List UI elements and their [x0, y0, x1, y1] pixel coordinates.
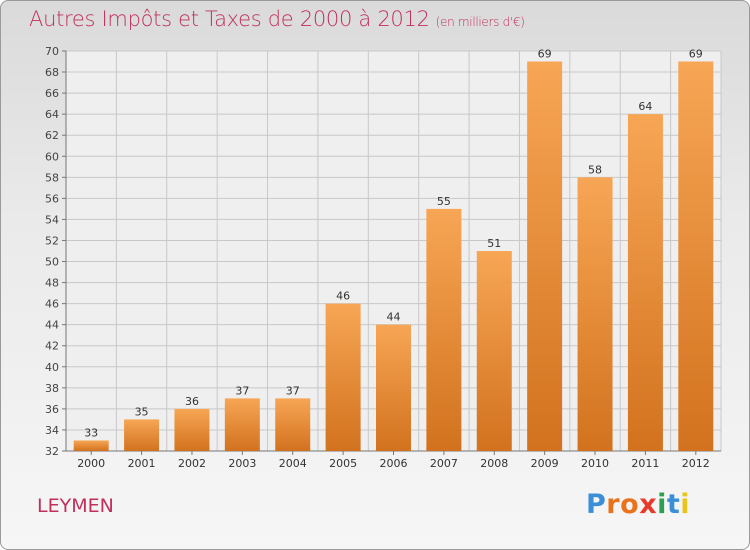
- x-tick-label: 2004: [279, 457, 307, 470]
- y-tick-label: 66: [45, 87, 59, 100]
- chart-title: Autres Impôts et Taxes de 2000 à 2012 (en…: [29, 7, 525, 31]
- y-tick-label: 36: [45, 403, 59, 416]
- x-tick-label: 2011: [631, 457, 659, 470]
- y-tick-label: 34: [45, 424, 59, 437]
- y-tick-label: 50: [45, 256, 59, 269]
- data-label: 35: [135, 405, 149, 418]
- bar: [527, 61, 563, 452]
- logo-letter: t: [666, 489, 681, 520]
- y-tick-label: 54: [45, 213, 59, 226]
- chart-title-text: Autres Impôts et Taxes de 2000 à 2012: [29, 7, 430, 31]
- logo-letter: i: [680, 489, 691, 520]
- y-tick-label: 60: [45, 150, 59, 163]
- y-tick-label: 56: [45, 192, 59, 205]
- proxiti-logo: Proxiti: [586, 489, 690, 520]
- data-label: 69: [689, 48, 703, 61]
- logo-letter: P: [586, 489, 607, 520]
- y-tick-label: 38: [45, 382, 59, 395]
- y-tick-label: 42: [45, 340, 59, 353]
- bar: [376, 324, 411, 451]
- bar: [224, 398, 260, 451]
- bar: [426, 208, 462, 451]
- data-label: 36: [185, 395, 199, 408]
- logo-letter: i: [657, 489, 667, 520]
- x-tick-label: 2005: [329, 457, 357, 470]
- data-label: 51: [487, 237, 501, 250]
- x-tick-label: 2006: [380, 457, 408, 470]
- data-label: 33: [84, 426, 98, 439]
- data-label: 37: [286, 384, 300, 397]
- bar: [124, 419, 160, 451]
- bar: [325, 303, 361, 451]
- y-tick-label: 62: [45, 129, 59, 142]
- data-label: 69: [538, 48, 552, 61]
- y-tick-label: 40: [45, 361, 59, 374]
- data-label: 37: [235, 384, 249, 397]
- x-tick-label: 2007: [430, 457, 458, 470]
- y-tick-label: 52: [45, 234, 59, 247]
- data-label: 44: [387, 311, 401, 324]
- bar: [275, 398, 311, 451]
- x-tick-label: 2002: [178, 457, 206, 470]
- commune-name: LEYMEN: [37, 495, 114, 517]
- data-label: 58: [588, 163, 602, 176]
- bar: [174, 408, 210, 451]
- bar: [73, 440, 109, 451]
- y-tick-label: 32: [45, 445, 59, 458]
- bar: [678, 61, 714, 452]
- labels: 32 34 36 38 40 42 44 46 48 50 52 54 56 58 60 62 64 66 68 70…: [45, 45, 710, 470]
- x-tick-label: 2001: [128, 457, 156, 470]
- y-tick-label: 46: [45, 298, 59, 311]
- y-tick-label: 48: [45, 277, 59, 290]
- x-tick-label: 2010: [581, 457, 609, 470]
- y-tick-label: 68: [45, 66, 59, 79]
- data-label: 46: [336, 290, 350, 303]
- x-tick-label: 2003: [228, 457, 256, 470]
- logo-letter: x: [639, 489, 658, 520]
- bar: [627, 114, 663, 451]
- data-label: 64: [638, 100, 652, 113]
- bar: [577, 177, 613, 451]
- bars: [73, 61, 714, 452]
- chart-unit: (en milliers d'€): [435, 15, 525, 29]
- logo-letter: o: [620, 489, 640, 520]
- x-tick-label: 2009: [531, 457, 559, 470]
- x-tick-label: 2012: [682, 457, 710, 470]
- y-tick-label: 58: [45, 171, 59, 184]
- y-tick-label: 70: [45, 45, 59, 58]
- y-tick-label: 64: [45, 108, 59, 121]
- logo-letter: r: [606, 489, 621, 520]
- data-label: 55: [437, 195, 451, 208]
- y-tick-label: 44: [45, 319, 59, 332]
- bar: [476, 251, 512, 451]
- x-tick-label: 2000: [77, 457, 105, 470]
- x-tick-label: 2008: [480, 457, 508, 470]
